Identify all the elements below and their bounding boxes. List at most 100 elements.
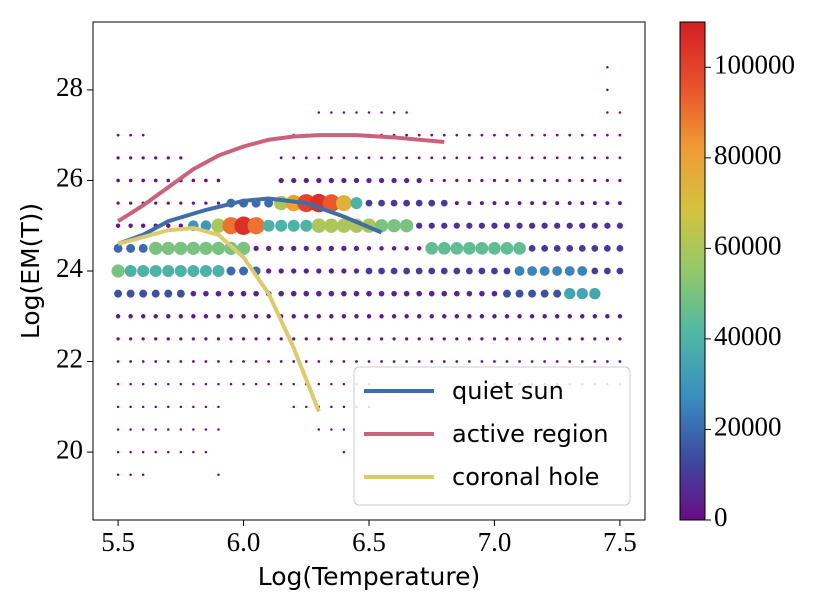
dot [480, 178, 484, 183]
legend-label: coronal hole [452, 463, 599, 491]
y-tick-label: 26 [56, 163, 83, 193]
dot [128, 314, 133, 319]
dot [129, 428, 132, 431]
dot [141, 405, 145, 409]
dot [236, 241, 251, 255]
dot [353, 177, 360, 184]
dot [329, 360, 333, 363]
dot [355, 111, 358, 114]
y-tick-label: 28 [56, 72, 83, 102]
dot [116, 156, 120, 160]
dot [278, 245, 284, 252]
dot [440, 267, 448, 275]
dot [204, 360, 208, 363]
dot [467, 156, 471, 160]
dot [365, 199, 373, 207]
dot [292, 382, 295, 386]
dot [618, 337, 622, 341]
dot [467, 314, 472, 319]
dot [328, 268, 335, 274]
dot [475, 242, 489, 255]
dot [366, 314, 372, 319]
dot [305, 405, 308, 409]
dot [529, 314, 535, 319]
dot [543, 156, 547, 160]
dot [580, 201, 585, 206]
dot [113, 243, 123, 253]
dot [215, 290, 222, 297]
dot [161, 241, 175, 255]
dot [217, 473, 220, 476]
dot [179, 201, 183, 205]
dot [455, 178, 459, 183]
dot [417, 360, 421, 363]
dot [267, 360, 271, 363]
dot [139, 289, 148, 298]
dot [342, 382, 346, 386]
dot [116, 450, 120, 454]
dot [379, 337, 384, 341]
dot [541, 244, 549, 252]
y-tick-label: 20 [56, 434, 83, 464]
dot [530, 178, 534, 183]
dot [355, 156, 358, 160]
dot [480, 337, 484, 341]
dot [203, 314, 209, 319]
dot [290, 290, 297, 297]
dot [616, 222, 624, 229]
dot [593, 156, 597, 160]
dot [480, 156, 484, 160]
dot [479, 314, 485, 319]
dot [311, 218, 326, 233]
dot [488, 242, 501, 255]
dot [317, 360, 321, 363]
dot [540, 289, 549, 298]
dot [304, 314, 309, 319]
dot [115, 223, 121, 228]
dot [417, 133, 421, 137]
dot [453, 267, 461, 275]
dot [515, 289, 524, 298]
dot [554, 314, 560, 319]
dot [491, 290, 498, 297]
dot [454, 290, 460, 297]
dot [618, 156, 622, 160]
x-tick-label: 7.5 [603, 527, 637, 557]
dot [154, 201, 158, 205]
dot [149, 265, 162, 277]
dot [589, 287, 601, 300]
dot [166, 178, 171, 183]
dot [217, 360, 220, 363]
x-tick-label: 6.0 [227, 527, 261, 557]
dot [116, 382, 120, 386]
dot [129, 337, 133, 341]
dot [322, 194, 341, 212]
dot [580, 337, 584, 341]
dot [429, 314, 434, 319]
dot [367, 360, 371, 363]
dot [141, 473, 145, 476]
dot [279, 360, 283, 363]
dot [211, 241, 226, 255]
dot [441, 290, 448, 297]
dot [367, 156, 371, 160]
dot [568, 178, 572, 183]
dot [166, 201, 170, 205]
dot [428, 267, 436, 275]
dot [403, 177, 410, 184]
dot [430, 133, 434, 137]
dot [166, 156, 170, 160]
dot [162, 265, 175, 277]
dot [466, 290, 473, 297]
dot [241, 314, 246, 319]
dot [390, 267, 398, 275]
dot [517, 314, 522, 319]
dot [555, 133, 559, 137]
dot [539, 266, 550, 276]
dot [454, 314, 460, 319]
dot [430, 156, 434, 160]
dot [114, 289, 123, 298]
dot [555, 178, 559, 183]
dot [303, 268, 309, 274]
dot [353, 268, 360, 274]
